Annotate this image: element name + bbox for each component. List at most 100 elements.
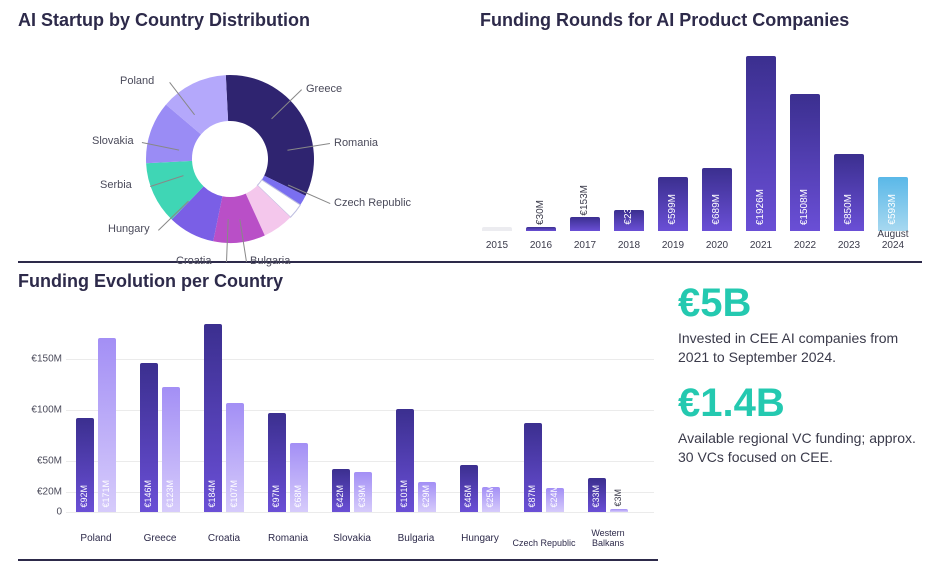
evolution-bar-label: €46M (463, 485, 473, 508)
rounds-xtick: 2021 (738, 240, 784, 251)
rounds-xtick: 2016 (518, 240, 564, 251)
rounds-bar-2018: €234M (614, 210, 644, 231)
rounds-xtick: 2015 (474, 240, 520, 251)
evolution-bar-label: €92M (79, 485, 89, 508)
evolution-bar-label: €97M (271, 485, 281, 508)
evolution-title: Funding Evolution per Country (18, 271, 658, 292)
stat-text-1: Available regional VC funding; approx. 3… (678, 429, 922, 467)
evolution-panel: Funding Evolution per Country 0€20M€50M€… (18, 271, 658, 550)
rounds-bar-2020: €689M (702, 168, 732, 231)
divider-bottom (18, 559, 658, 561)
rounds-xtick: 2020 (694, 240, 740, 251)
donut-panel: AI Startup by Country Distribution Polan… (18, 10, 460, 257)
donut-label-romania: Romania (334, 137, 378, 149)
evolution-xtick: Bulgaria (384, 533, 448, 544)
donut-label-bulgaria: Bulgaria (250, 255, 290, 267)
rounds-panel: Funding Rounds for AI Product Companies … (480, 10, 922, 257)
rounds-chart: €30M €153M €234M €599M €689M €1926M €1508M €850… (480, 39, 920, 257)
evolution-bar-label: €87M (527, 485, 537, 508)
evolution-bar-czech-republic-A: €87M (524, 423, 542, 512)
rounds-bar-label: €599M (667, 194, 678, 225)
donut-slice-poland (226, 75, 314, 196)
evolution-xtick: Slovakia (320, 533, 384, 544)
evolution-bar-slovakia-A: €42M (332, 469, 350, 512)
evolution-bar-label: €39M (357, 485, 367, 508)
evolution-bar-hungary-B: €25M (482, 487, 500, 513)
infographic-page: AI Startup by Country Distribution Polan… (0, 0, 940, 573)
evolution-bar-slovakia-B: €39M (354, 472, 372, 512)
evolution-bar-bulgaria-A: €101M (396, 409, 414, 512)
rounds-bar-2016: €30M (526, 227, 556, 231)
evolution-bar-label: €3M (613, 489, 623, 507)
donut-label-czech-republic: Czech Republic (334, 197, 411, 209)
evolution-xtick: Romania (256, 533, 320, 544)
donut-svg (18, 39, 458, 269)
evolution-bar-croatia-B: €107M (226, 403, 244, 512)
evolution-chart: 0€20M€50M€100M€150M€92M€171M€146M€123M€1… (18, 300, 658, 550)
donut-label-poland: Poland (120, 75, 154, 87)
stat-value-1: €1.4B (678, 383, 922, 423)
evolution-xtick: Hungary (448, 533, 512, 544)
evolution-bar-label: €42M (335, 485, 345, 508)
evolution-xtick: Czech Republic (512, 538, 576, 548)
donut-label-slovakia: Slovakia (92, 135, 134, 147)
evolution-bar-label: €68M (293, 485, 303, 508)
donut-title: AI Startup by Country Distribution (18, 10, 460, 31)
evolution-bar-croatia-A: €184M (204, 324, 222, 512)
stat-value-0: €5B (678, 283, 922, 323)
evolution-bar-label: €184M (207, 480, 217, 508)
evolution-bar-label: €101M (399, 480, 409, 508)
evolution-ytick: €100M (18, 405, 62, 416)
rounds-bar-2023: €850M (834, 154, 864, 231)
rounds-bar-2021: €1926M (746, 56, 776, 231)
evolution-bar-romania-A: €97M (268, 413, 286, 512)
donut-label-croatia: Croatia (176, 255, 211, 267)
rounds-xtick: 2022 (782, 240, 828, 251)
rounds-xtick: 2019 (650, 240, 696, 251)
rounds-bar-label: €1926M (755, 189, 766, 225)
evolution-ytick: €150M (18, 354, 62, 365)
rounds-bar-2015 (482, 227, 512, 231)
evolution-bar-label: €123M (165, 480, 175, 508)
rounds-bar-label: €850M (843, 194, 854, 225)
rounds-xtick: 2018 (606, 240, 652, 251)
evolution-xtick: Greece (128, 533, 192, 544)
rounds-bar-2019: €599M (658, 177, 688, 232)
bottom-row: Funding Evolution per Country 0€20M€50M€… (0, 271, 940, 550)
rounds-bar-label: €234M (623, 194, 634, 225)
rounds-xtick: August 2024 (870, 229, 916, 251)
rounds-bar-label: €153M (579, 185, 590, 216)
rounds-title: Funding Rounds for AI Product Companies (480, 10, 922, 31)
evolution-grid (66, 359, 654, 360)
top-row: AI Startup by Country Distribution Polan… (0, 0, 940, 257)
evolution-bar-poland-A: €92M (76, 418, 94, 512)
evolution-xtick: Poland (64, 533, 128, 544)
rounds-bar-label: €593M (887, 194, 898, 225)
rounds-bar-label: €30M (535, 200, 546, 225)
evolution-bar-bulgaria-B: €29M (418, 482, 436, 512)
rounds-bar-label: €1508M (799, 189, 810, 225)
evolution-bar-poland-B: €171M (98, 338, 116, 512)
donut-label-hungary: Hungary (108, 223, 150, 235)
rounds-xtick: 2017 (562, 240, 608, 251)
evolution-bar-label: €146M (143, 480, 153, 508)
evolution-bar-greece-A: €146M (140, 363, 158, 512)
evolution-grid (66, 512, 654, 513)
evolution-bar-greece-B: €123M (162, 387, 180, 512)
donut-chart: PolandSlovakiaSerbiaHungaryCroatiaBulgar… (18, 39, 458, 257)
rounds-bar-2017: €153M (570, 217, 600, 231)
rounds-bar-2022: €1508M (790, 94, 820, 231)
evolution-bar-western-balkans-B: €3M (610, 509, 628, 512)
rounds-bar-label: €689M (711, 194, 722, 225)
rounds-bar-august-2024: €593M (878, 177, 908, 231)
evolution-ytick: €50M (18, 456, 62, 467)
stat-text-0: Invested in CEE AI companies from 2021 t… (678, 329, 922, 367)
evolution-bar-label: €25M (485, 485, 495, 508)
evolution-bar-label: €171M (101, 480, 111, 508)
evolution-bar-romania-B: €68M (290, 443, 308, 512)
evolution-xtick: Western Balkans (576, 528, 640, 548)
evolution-bar-label: €29M (421, 485, 431, 508)
donut-label-serbia: Serbia (100, 179, 132, 191)
evolution-bar-label: €24M (549, 485, 559, 508)
donut-label-greece: Greece (306, 83, 342, 95)
